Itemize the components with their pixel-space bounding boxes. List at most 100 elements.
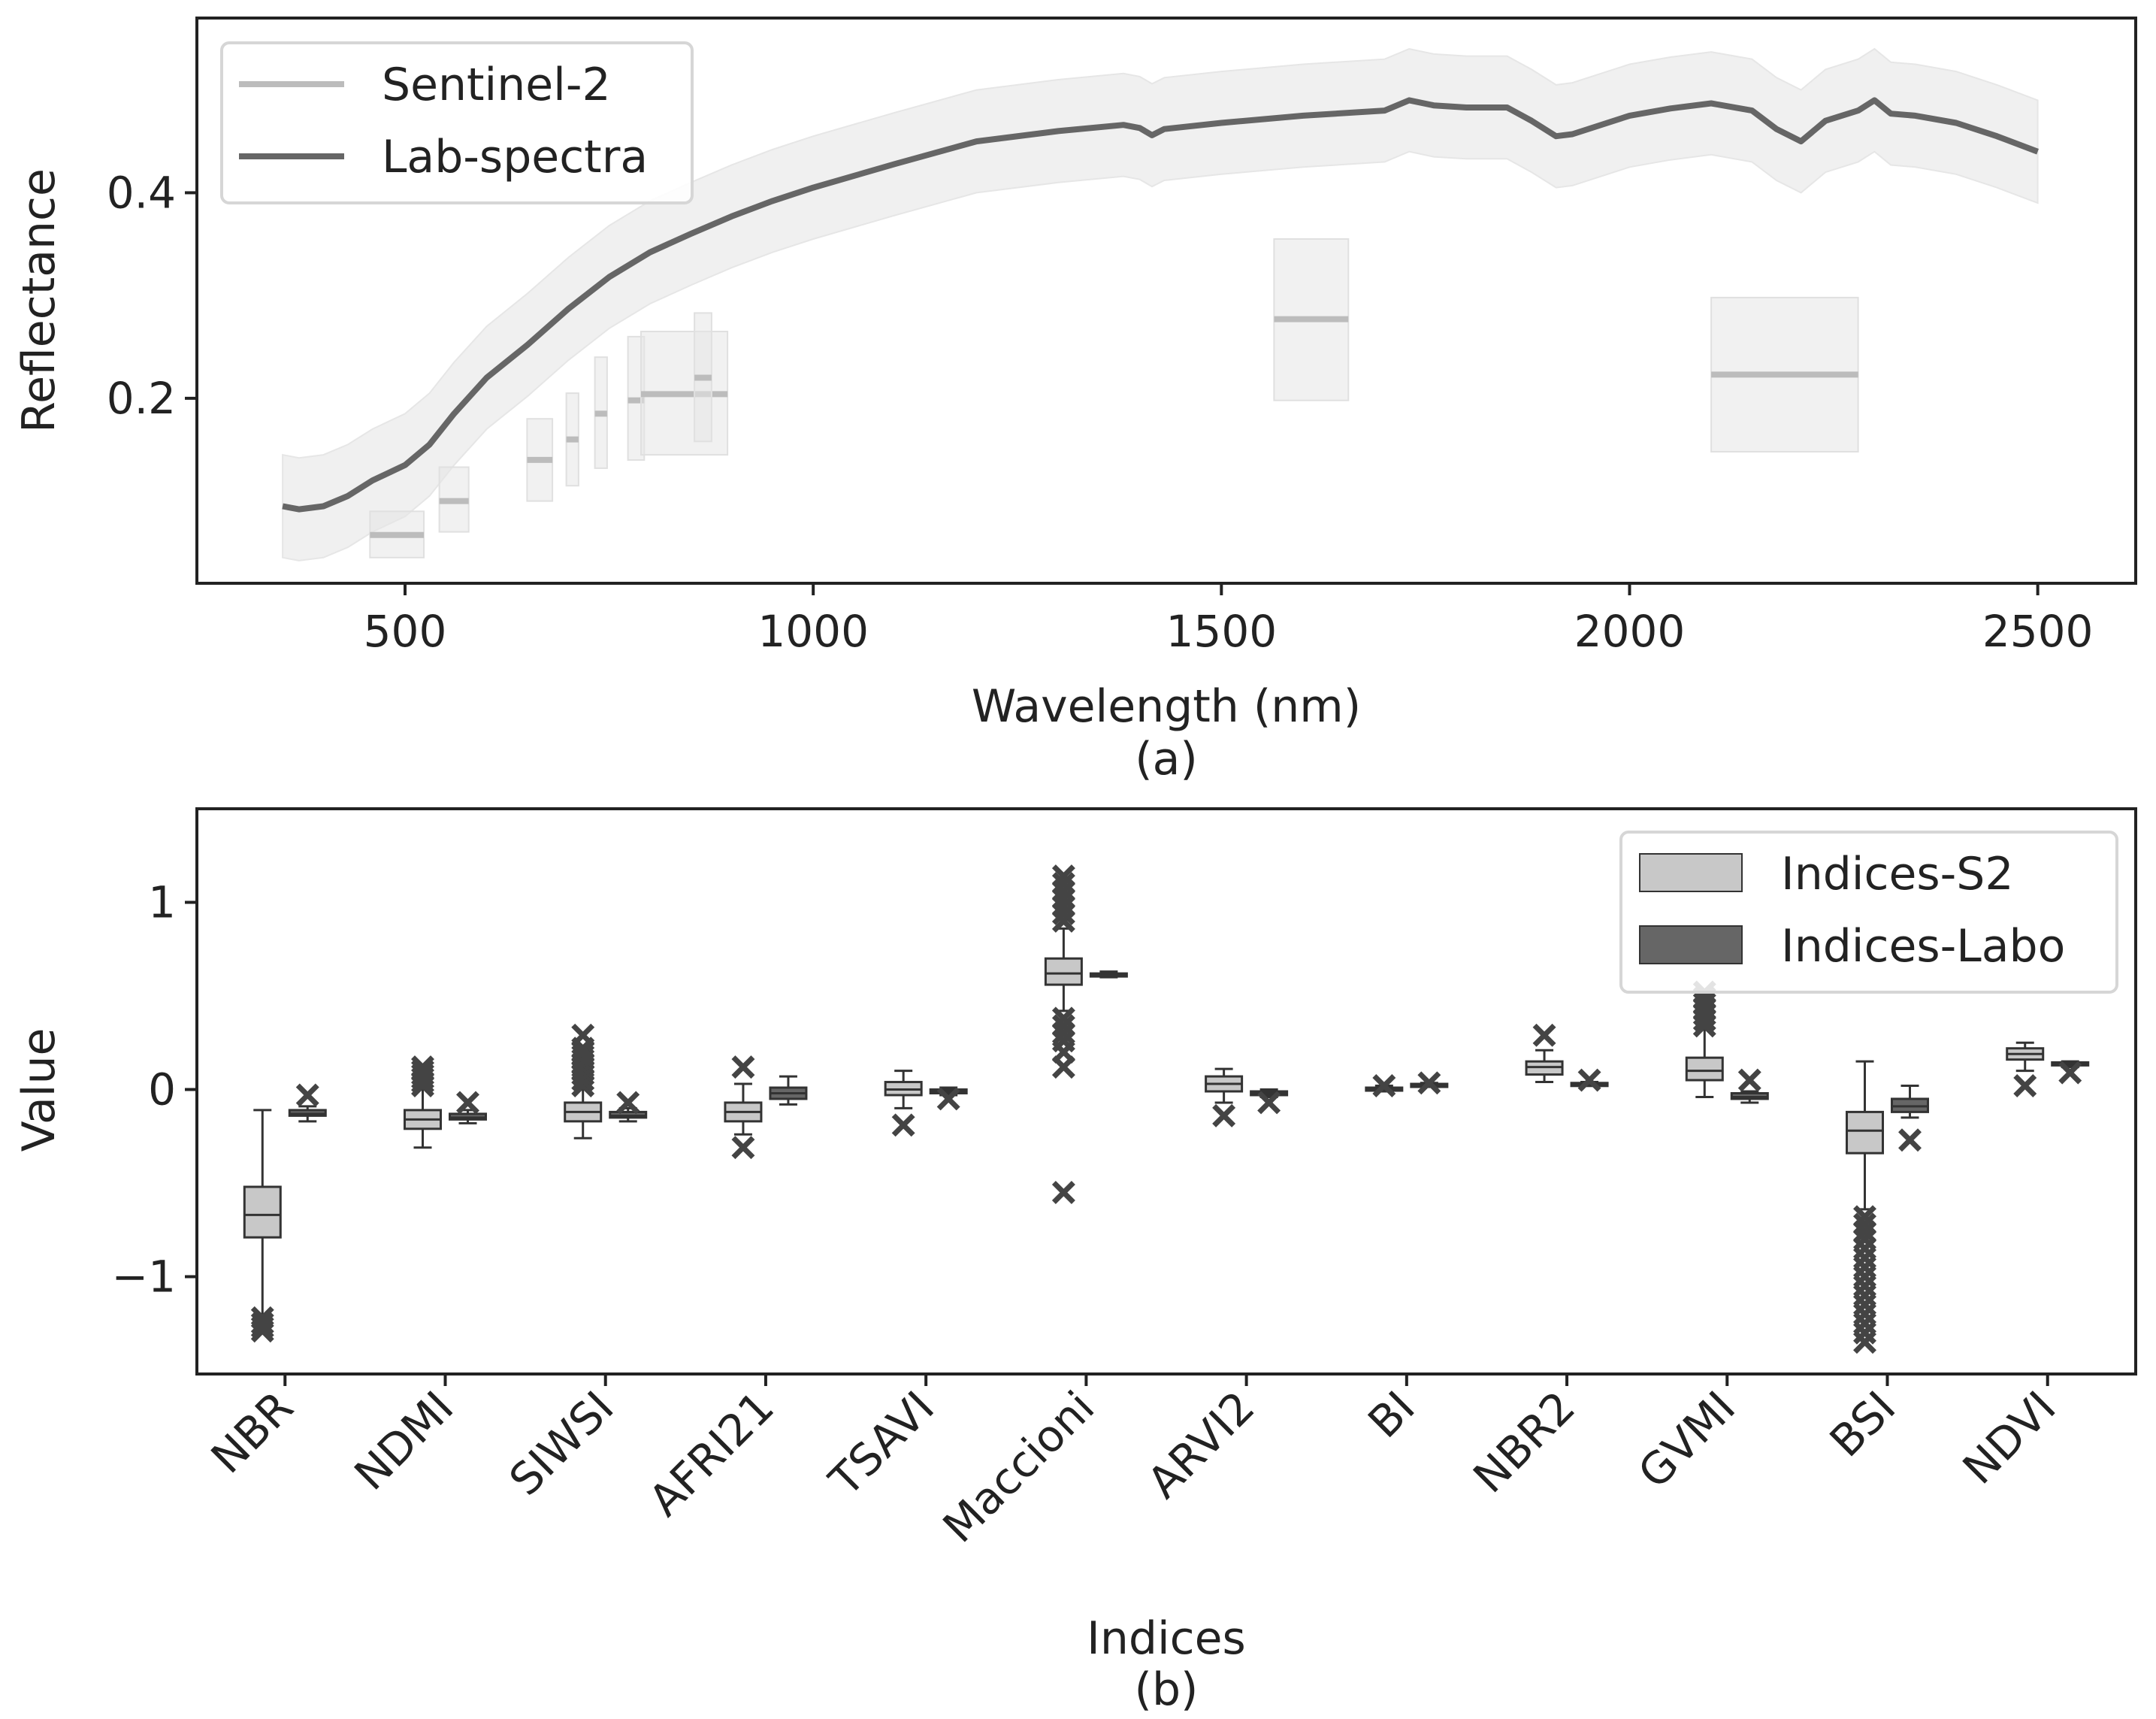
boxplot-maccioni-s2 — [1044, 864, 1083, 1204]
outlier-marker — [1853, 1220, 1876, 1244]
outlier-marker — [571, 1040, 595, 1064]
outlier-marker — [1577, 1068, 1601, 1092]
x-tick-label-maccioni: Maccioni — [933, 1382, 1105, 1553]
y-tick-label: −1 — [112, 1251, 177, 1303]
outlier-marker — [571, 1044, 595, 1068]
boxplot-nbr2-s2 — [1525, 1023, 1564, 1084]
lab-spectra-series-line — [282, 97, 2040, 513]
x-tick-label-ndmi: NDMI — [345, 1382, 464, 1500]
outlier-marker — [250, 1312, 274, 1336]
outlier-marker — [1051, 1006, 1075, 1030]
outlier-marker — [936, 1087, 960, 1111]
legend-label-indices-labo: Indices-Labo — [1781, 920, 2065, 973]
outlier-marker — [1257, 1091, 1281, 1115]
boxplot-tsavi-labo — [929, 1086, 968, 1111]
outlier-marker — [2058, 1061, 2082, 1085]
panel-a-legend: Sentinel-2 Lab-spectra — [220, 41, 694, 204]
x-tick-label: 1000 — [757, 606, 869, 657]
boxplot-ndvi-s2 — [2006, 1041, 2045, 1098]
legend-label-lab-spectra: Lab-spectra — [382, 131, 648, 183]
panel-b-y-axis-label: Value — [13, 1028, 65, 1152]
legend-label-sentinel-2: Sentinel-2 — [382, 59, 611, 111]
outlier-marker — [571, 1023, 595, 1047]
lab-spectra-std-band — [282, 47, 2039, 561]
outlier-marker — [1898, 1128, 1922, 1152]
boxplot-afri21-s2 — [724, 1055, 763, 1160]
outlier-marker — [1853, 1330, 1876, 1354]
outlier-marker — [411, 1063, 434, 1087]
x-tick-label-arvi2: ARVI2 — [1138, 1382, 1265, 1509]
panel-a-spectra-chart: 500 1000 1500 2000 2500 0.2 0.4 Sentinel-2 Lab… — [13, 17, 2137, 785]
outlier-marker — [731, 1055, 755, 1079]
outlier-marker — [250, 1319, 274, 1343]
boxplot-bsi-s2 — [1846, 1060, 1885, 1354]
boxplot-nbr2-labo — [1570, 1068, 1609, 1092]
boxplot-siwsi-s2 — [564, 1023, 603, 1139]
boxplot-arvi2-labo — [1250, 1088, 1289, 1115]
outlier-marker — [1051, 864, 1075, 888]
lab-spectra-line — [282, 97, 2040, 513]
panel-b-x-axis-label: Indices — [1087, 1612, 1246, 1665]
legend-swatch-indices-labo — [1639, 925, 1743, 964]
x-tick-label: 1500 — [1166, 606, 1278, 657]
x-tick-label-nbr2: NBR2 — [1463, 1382, 1584, 1503]
panel-a-caption: (a) — [1135, 733, 1198, 785]
outlier-marker — [1417, 1071, 1441, 1095]
boxplot-bsi-labo — [1891, 1085, 1930, 1152]
legend-frame — [1619, 831, 2118, 994]
outlier-marker — [2013, 1074, 2037, 1098]
box-iqr — [1685, 1056, 1724, 1082]
panel-b-caption: (b) — [1135, 1663, 1199, 1716]
outlier-marker — [1532, 1023, 1556, 1047]
boxplot-tsavi-s2 — [884, 1070, 923, 1137]
outlier-marker — [295, 1083, 319, 1107]
outlier-marker — [411, 1055, 434, 1079]
x-tick-label-gvmi: GVMI — [1628, 1382, 1745, 1498]
legend-swatch-indices-s2 — [1639, 853, 1743, 892]
boxplot-nbr-s2 — [243, 1109, 282, 1343]
y-tick-label: 0 — [148, 1064, 176, 1115]
outlier-marker — [250, 1315, 274, 1339]
boxplot-arvi2-s2 — [1205, 1067, 1244, 1127]
x-tick-label-siwsi: SIWSI — [500, 1382, 624, 1506]
x-tick-label: 2500 — [1982, 606, 2094, 657]
boxplot-ndmi-labo — [448, 1091, 487, 1124]
x-tick-label-nbr: NBR — [201, 1382, 303, 1483]
outlier-marker — [891, 1113, 915, 1137]
x-tick-label-tsavi: TSAVI — [819, 1382, 944, 1506]
boxplot-maccioni-labo — [1089, 970, 1128, 979]
x-tick-label-ndvi: NDVI — [1953, 1382, 2066, 1494]
outlier-marker — [411, 1059, 434, 1083]
box-iqr — [1044, 957, 1083, 986]
boxplots — [243, 864, 2090, 1354]
x-tick-label-bi: BI — [1358, 1382, 1424, 1448]
outlier-marker — [1051, 872, 1075, 896]
legend-label-indices-s2: Indices-S2 — [1781, 848, 2014, 900]
outlier-marker — [1212, 1103, 1236, 1127]
boxplot-gvmi-labo — [1730, 1068, 1769, 1104]
panel-b-legend: Indices-S2 Indices-Labo — [1619, 831, 2118, 994]
boxplot-gvmi-s2 — [1685, 980, 1724, 1098]
x-tick-label: 2000 — [1574, 606, 1686, 657]
x-tick-label: 500 — [364, 606, 447, 657]
panel-a-axes-frame — [195, 17, 2137, 585]
outlier-marker — [616, 1091, 640, 1115]
y-tick-label: 0.2 — [107, 373, 176, 424]
outlier-marker — [731, 1136, 755, 1160]
outlier-marker — [1372, 1074, 1396, 1098]
box-iqr — [243, 1185, 282, 1239]
y-tick-label: 0.4 — [107, 167, 176, 218]
panel-a-ticks: 500 1000 1500 2000 2500 0.2 0.4 — [107, 167, 2094, 657]
x-tick-label-bsi: BSI — [1820, 1382, 1906, 1467]
boxplot-afri21-labo — [769, 1075, 808, 1106]
boxplot-ndvi-labo — [2051, 1060, 2090, 1085]
boxplot-siwsi-labo — [609, 1091, 648, 1123]
outlier-marker — [1737, 1068, 1761, 1092]
outlier-marker — [456, 1091, 479, 1115]
boxplot-bi-s2 — [1365, 1074, 1404, 1098]
y-tick-label: 1 — [148, 877, 176, 928]
box-iqr — [1846, 1110, 1885, 1155]
panel-a-x-axis-label: Wavelength (nm) — [972, 680, 1361, 733]
boxplot-nbr-labo — [288, 1083, 327, 1123]
